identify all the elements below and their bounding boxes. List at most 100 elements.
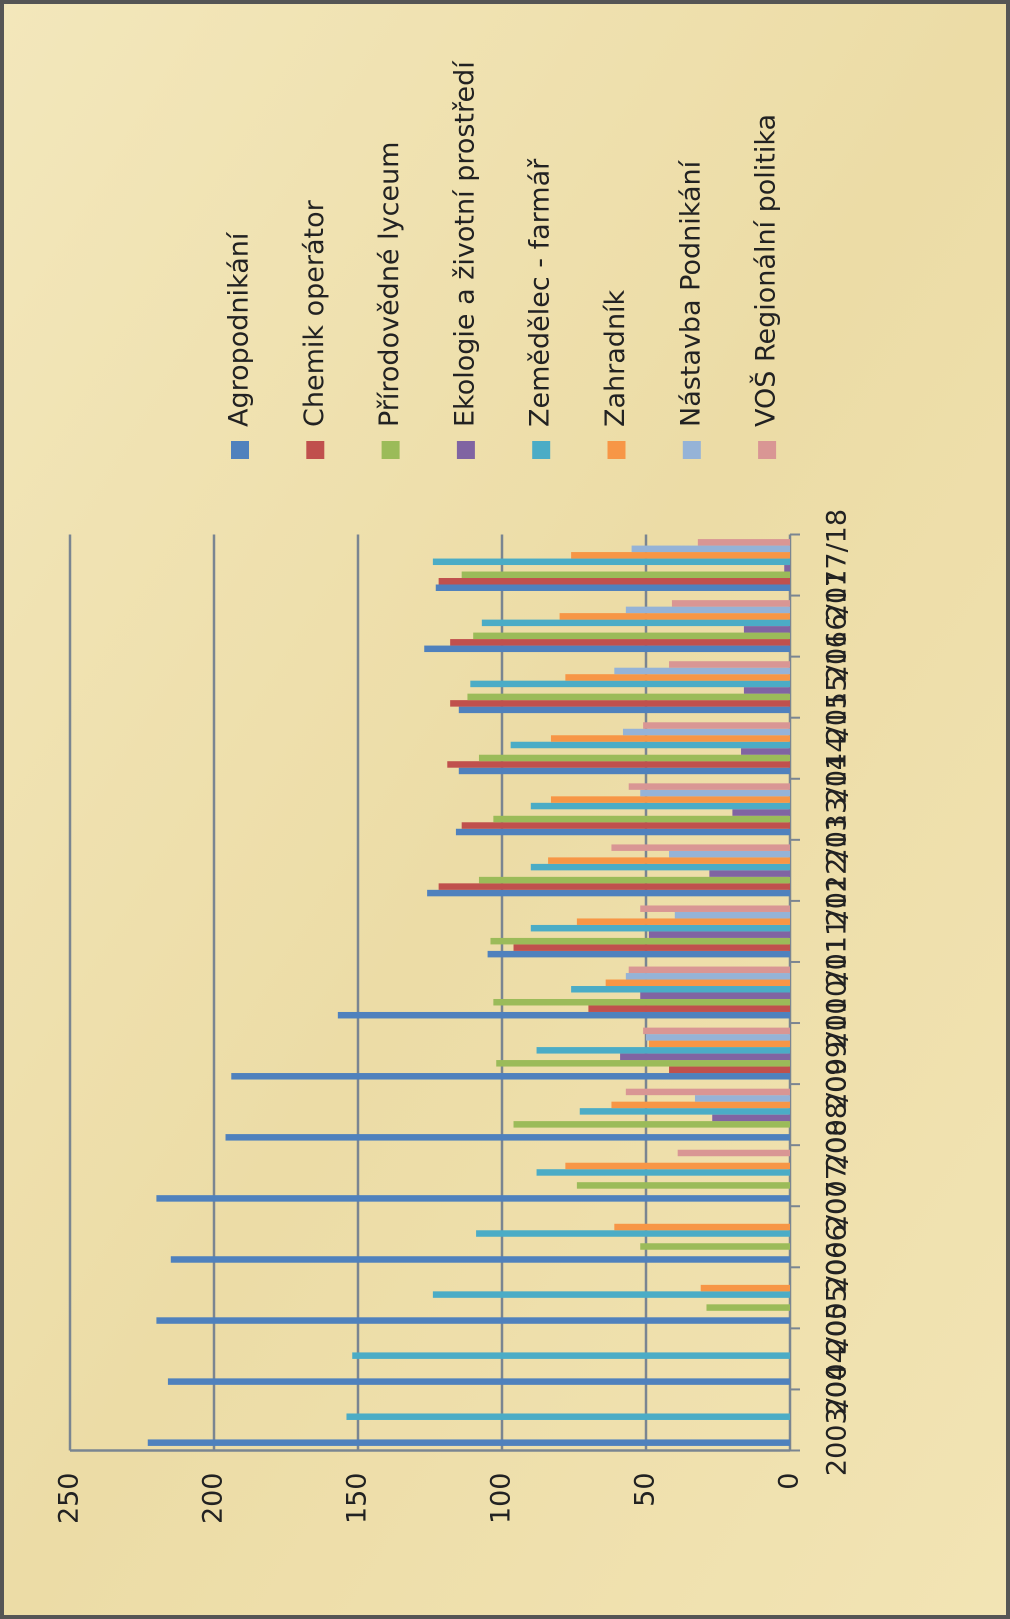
- x-tick-label: 2017/18: [822, 509, 853, 621]
- x-tick-label: 2014/15: [822, 692, 853, 804]
- bar: [467, 693, 790, 701]
- bar: [614, 1223, 790, 1231]
- legend-swatch: [231, 441, 249, 459]
- bar: [620, 1053, 791, 1061]
- x-tick-label: 2010/11: [822, 936, 853, 1048]
- legend-swatch: [456, 441, 475, 459]
- bar: [530, 802, 790, 810]
- bar: [167, 1378, 791, 1385]
- bar: [640, 905, 790, 912]
- x-tick-label: 2008/09: [822, 1059, 853, 1171]
- legend-label: Agropodnikání: [224, 231, 255, 427]
- bar: [432, 558, 790, 566]
- bar: [565, 674, 790, 681]
- bar: [669, 850, 790, 858]
- bar: [447, 761, 790, 768]
- bar: [550, 735, 791, 742]
- bar: [576, 1182, 790, 1189]
- bar: [571, 552, 790, 559]
- bar: [536, 1169, 790, 1176]
- bar: [478, 876, 790, 884]
- bar: [496, 1060, 790, 1067]
- bar: [648, 1040, 790, 1048]
- bar: [455, 828, 790, 836]
- bar: [646, 1034, 790, 1041]
- y-tick-label: 200: [198, 1473, 229, 1525]
- bar: [458, 767, 790, 775]
- bar: [576, 918, 790, 925]
- bar: [461, 822, 790, 829]
- legend-label: Nástavba Podnikání: [675, 159, 706, 427]
- legend-swatch: [682, 441, 701, 459]
- bar: [225, 1134, 790, 1141]
- bar: [712, 1114, 790, 1122]
- legend-label: Ekologie a životní prostředí: [449, 60, 480, 427]
- legend-swatch: [381, 441, 400, 459]
- bar: [478, 754, 790, 762]
- bar: [625, 606, 791, 614]
- bar: [614, 667, 790, 675]
- bar: [559, 613, 790, 620]
- bar: [631, 545, 790, 553]
- x-tick-label: 2003/04: [822, 1364, 853, 1476]
- y-tick-label: 150: [342, 1473, 373, 1525]
- bar: [588, 1005, 791, 1012]
- bar: [427, 889, 790, 897]
- x-tick-label: 2004/05: [822, 1303, 853, 1415]
- bar: [458, 706, 790, 714]
- bar: [476, 1230, 790, 1237]
- bar: [493, 998, 790, 1006]
- bar: [352, 1352, 790, 1359]
- bar: [487, 950, 790, 958]
- bar: [628, 783, 790, 790]
- bar: [530, 924, 790, 932]
- bar: [346, 1413, 790, 1420]
- bar: [643, 1027, 790, 1035]
- bar: [674, 911, 790, 919]
- bar: [513, 1121, 791, 1128]
- bar: [432, 1291, 790, 1298]
- bar: [671, 600, 790, 607]
- bar: [741, 748, 790, 755]
- bar: [706, 1304, 790, 1311]
- bar: [571, 986, 790, 993]
- x-tick-label: 2005/06: [822, 1242, 853, 1354]
- y-tick-label: 50: [630, 1473, 661, 1507]
- legend-label: Přírodovědné lyceum: [374, 142, 405, 427]
- bar: [424, 645, 790, 653]
- bar: [700, 1284, 790, 1292]
- bar: [473, 632, 790, 640]
- y-tick-label: 100: [486, 1473, 517, 1525]
- legend-label: Zahradník: [600, 289, 631, 427]
- bar: [470, 680, 790, 688]
- y-tick-label: 0: [774, 1473, 805, 1490]
- bar: [732, 809, 791, 816]
- bar: [643, 722, 790, 729]
- bar: [156, 1195, 790, 1202]
- y-tick-label: 250: [54, 1473, 85, 1525]
- x-tick-label: 2015/16: [822, 631, 853, 743]
- bar: [438, 883, 790, 890]
- bar: [550, 796, 791, 803]
- bar: [611, 844, 790, 851]
- bar: [530, 863, 790, 871]
- bar: [490, 937, 790, 945]
- x-tick-label: 2011/12: [822, 875, 853, 987]
- bar: [156, 1317, 790, 1324]
- bar: [628, 966, 790, 974]
- x-tick-label: 2012/13: [822, 814, 853, 926]
- bar: [231, 1073, 790, 1080]
- legend-label: VOŠ Regionální politika: [750, 114, 782, 427]
- bar: [625, 1088, 791, 1096]
- legend-label: Zemědělec - farmář: [525, 158, 556, 427]
- bar: [669, 1066, 790, 1074]
- bar: [625, 973, 791, 980]
- x-tick-label: 2009/10: [822, 997, 853, 1109]
- bar: [493, 815, 790, 823]
- bar: [743, 626, 790, 633]
- x-tick-label: 2006/07: [822, 1181, 853, 1293]
- rotated-chart: 0 50 100 150 200 250 2003/042004/052005/062006…: [54, 60, 853, 1524]
- bar: [461, 571, 790, 579]
